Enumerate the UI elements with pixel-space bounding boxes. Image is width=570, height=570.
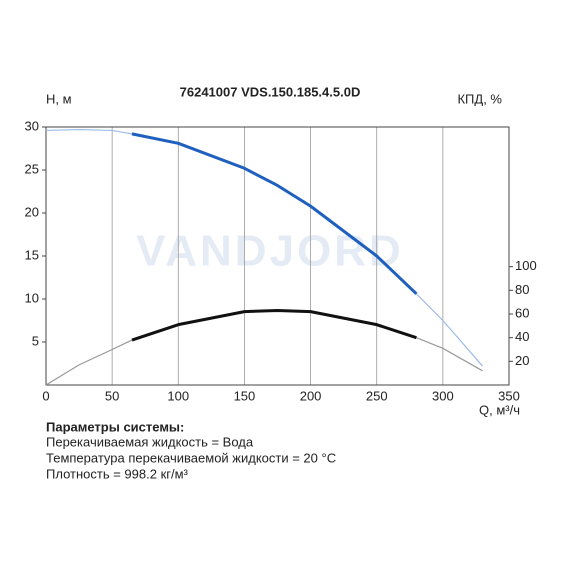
x-tick-label: 100: [167, 388, 189, 403]
x-tick-label: 300: [432, 388, 454, 403]
y-axis-label: Н, м: [46, 91, 72, 106]
y2-tick-label: 100: [515, 258, 537, 273]
curve-working-range: [131, 132, 418, 295]
y2-tick-label: 80: [515, 282, 529, 297]
y2-axis-label: КПД, %: [457, 91, 502, 106]
plot-frame: [45, 126, 510, 386]
y-tick-label: 15: [25, 247, 39, 262]
x-tick-label: 0: [42, 388, 49, 403]
curve-working-range: [131, 308, 417, 342]
y-tick-label: 5: [32, 333, 39, 348]
y2-tick-label: 60: [515, 305, 529, 320]
x-tick-label: 150: [234, 388, 256, 403]
y-tick-label: 10: [25, 290, 39, 305]
y-tick-label: 20: [25, 204, 39, 219]
y2-tick-label: 40: [515, 329, 529, 344]
y2-tick-label: 20: [515, 353, 529, 368]
notes-line: Перекачиваемая жидкость = Вода: [46, 434, 254, 449]
x-tick-label: 50: [105, 388, 119, 403]
notes-line: Плотность = 998.2 кг/м³: [46, 466, 189, 481]
y-tick-label: 30: [25, 118, 39, 133]
x-tick-label: 350: [498, 388, 520, 403]
y-tick-label: 25: [25, 161, 39, 176]
notes-heading: Параметры системы:: [46, 419, 184, 434]
x-tick-label: 200: [300, 388, 322, 403]
x-tick-label: 250: [366, 388, 388, 403]
curve: [45, 309, 483, 386]
watermark: VANDJORD: [136, 227, 404, 276]
x-axis-label: Q, м³/ч: [479, 402, 520, 417]
chart-title: 76241007 VDS.150.185.4.5.0D: [180, 84, 361, 99]
notes-line: Температура перекачиваемой жидкости = 20…: [46, 450, 336, 465]
